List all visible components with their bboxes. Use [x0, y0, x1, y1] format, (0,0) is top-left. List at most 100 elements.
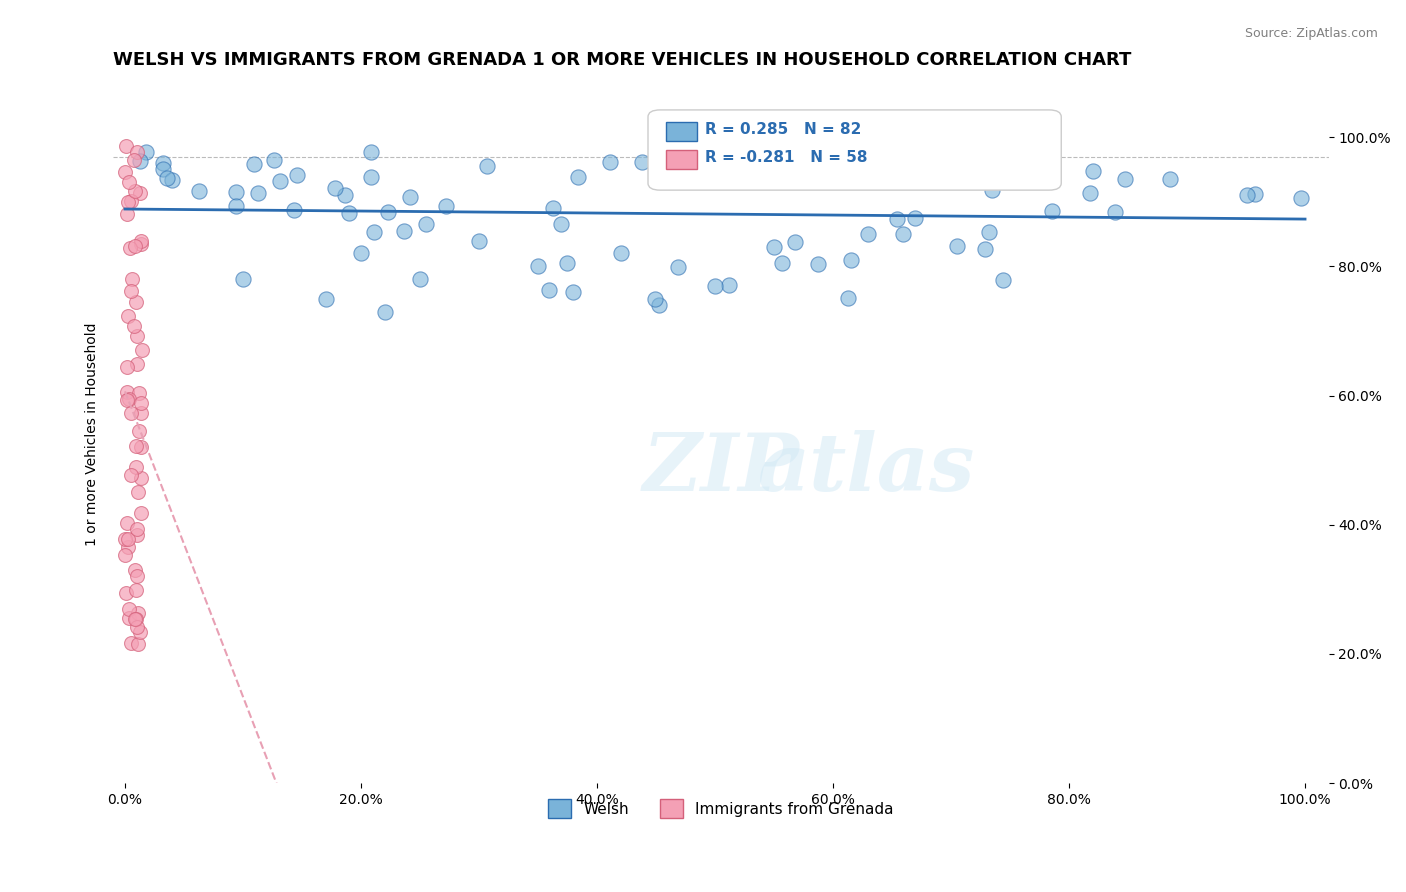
Point — [129, 470, 152, 484]
Point — [135, 145, 157, 159]
Point — [1159, 172, 1181, 186]
Point — [156, 170, 179, 185]
Point — [117, 195, 139, 210]
Point — [187, 184, 209, 198]
Text: R = -0.281   N = 58: R = -0.281 N = 58 — [706, 150, 868, 165]
FancyBboxPatch shape — [666, 122, 696, 141]
Point — [118, 392, 141, 407]
Point — [225, 185, 247, 199]
Text: atlas: atlas — [758, 431, 976, 508]
Point — [120, 636, 142, 650]
Point — [1114, 172, 1136, 186]
Point — [114, 549, 136, 563]
Point — [886, 212, 908, 227]
Point — [550, 217, 572, 231]
Point — [246, 186, 269, 200]
Point — [974, 242, 997, 256]
Point — [335, 188, 357, 202]
Point — [124, 563, 146, 577]
Point — [392, 224, 415, 238]
Point — [1040, 204, 1063, 219]
Point — [263, 153, 285, 167]
Point — [434, 199, 457, 213]
Point — [904, 211, 927, 226]
Point — [115, 586, 138, 600]
Point — [537, 283, 560, 297]
Point — [807, 257, 830, 271]
FancyBboxPatch shape — [648, 110, 1062, 190]
Point — [125, 295, 148, 310]
Point — [118, 611, 141, 625]
Point — [644, 292, 666, 306]
Point — [543, 201, 565, 215]
Point — [1289, 191, 1312, 205]
Point — [120, 285, 142, 299]
Legend: Welsh, Immigrants from Grenada: Welsh, Immigrants from Grenada — [543, 793, 900, 824]
Point — [755, 170, 778, 185]
Point — [115, 207, 138, 221]
Point — [127, 568, 149, 582]
Point — [128, 186, 150, 200]
Point — [360, 169, 382, 184]
Point — [891, 227, 914, 241]
Point — [118, 241, 141, 255]
Point — [269, 174, 291, 188]
Point — [125, 438, 148, 452]
Point — [377, 204, 399, 219]
Point — [609, 246, 631, 260]
Point — [1243, 187, 1265, 202]
Point — [360, 145, 382, 159]
Point — [783, 235, 806, 250]
Point — [152, 156, 174, 170]
Point — [977, 226, 1000, 240]
Point — [125, 582, 148, 597]
Point — [824, 165, 846, 179]
Point — [232, 272, 254, 286]
Point — [117, 309, 139, 323]
Point — [808, 141, 831, 155]
Point — [122, 153, 145, 167]
Point — [131, 343, 153, 358]
Point — [415, 217, 437, 231]
Point — [128, 386, 150, 401]
Point — [991, 273, 1014, 287]
Point — [117, 532, 139, 546]
Point — [225, 199, 247, 213]
Point — [599, 155, 621, 169]
Point — [1081, 164, 1104, 178]
Text: ZIP: ZIP — [643, 431, 800, 508]
Point — [773, 143, 796, 157]
Point — [129, 624, 152, 639]
Point — [648, 297, 671, 311]
Point — [125, 145, 148, 159]
Point — [689, 170, 711, 185]
Point — [242, 157, 264, 171]
Point — [858, 227, 880, 241]
Point — [125, 328, 148, 343]
Point — [920, 158, 942, 172]
Point — [704, 278, 727, 293]
Point — [124, 184, 146, 198]
Point — [118, 602, 141, 616]
Point — [125, 522, 148, 536]
Point — [1104, 205, 1126, 219]
Point — [350, 246, 373, 260]
Point — [127, 637, 149, 651]
Point — [117, 384, 139, 399]
Point — [160, 172, 183, 186]
Point — [1021, 143, 1043, 157]
Point — [562, 285, 585, 300]
Point — [631, 154, 654, 169]
Point — [115, 392, 138, 407]
Point — [285, 168, 308, 182]
Point — [374, 304, 396, 318]
Point — [118, 175, 141, 189]
Point — [131, 236, 153, 251]
FancyBboxPatch shape — [666, 150, 696, 169]
Point — [1078, 186, 1101, 201]
Point — [114, 165, 136, 179]
Point — [129, 406, 152, 420]
Point — [980, 183, 1002, 197]
Point — [120, 406, 142, 420]
Point — [337, 206, 360, 220]
